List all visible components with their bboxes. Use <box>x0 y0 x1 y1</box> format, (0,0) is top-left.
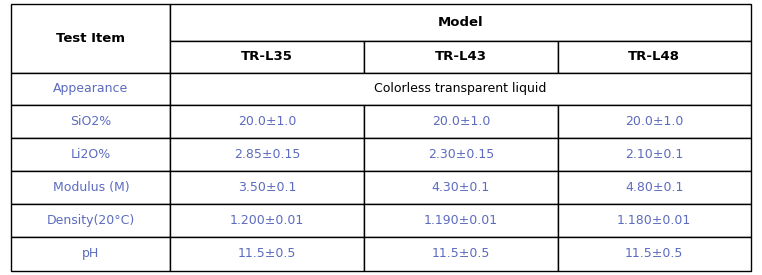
Text: SiO2%: SiO2% <box>70 115 111 128</box>
Bar <box>558 41 751 73</box>
Text: 11.5±0.5: 11.5±0.5 <box>625 247 684 260</box>
Text: pH: pH <box>82 247 100 260</box>
Text: Colorless transparent liquid: Colorless transparent liquid <box>374 82 546 95</box>
Bar <box>11 171 171 204</box>
Bar <box>11 73 171 105</box>
Bar <box>171 237 364 271</box>
Bar <box>558 105 751 138</box>
Text: TR-L48: TR-L48 <box>628 50 680 63</box>
Text: 2.10±0.1: 2.10±0.1 <box>625 148 684 161</box>
Bar <box>171 73 751 105</box>
Text: 2.30±0.15: 2.30±0.15 <box>427 148 494 161</box>
Text: TR-L43: TR-L43 <box>435 50 487 63</box>
Bar <box>558 204 751 237</box>
Text: Li2O%: Li2O% <box>71 148 111 161</box>
Bar <box>558 171 751 204</box>
Text: 20.0±1.0: 20.0±1.0 <box>625 115 684 128</box>
Bar <box>364 237 558 271</box>
Bar <box>364 41 558 73</box>
Text: 4.80±0.1: 4.80±0.1 <box>625 181 684 194</box>
Text: 20.0±1.0: 20.0±1.0 <box>431 115 490 128</box>
Text: 11.5±0.5: 11.5±0.5 <box>431 247 490 260</box>
Text: 4.30±0.1: 4.30±0.1 <box>432 181 490 194</box>
Bar <box>558 237 751 271</box>
Bar <box>171 204 364 237</box>
Bar <box>171 171 364 204</box>
Text: 1.200±0.01: 1.200±0.01 <box>230 214 304 227</box>
Text: TR-L35: TR-L35 <box>242 50 293 63</box>
Bar <box>364 138 558 171</box>
Text: Modulus (M): Modulus (M) <box>53 181 130 194</box>
Bar <box>364 171 558 204</box>
Bar <box>171 105 364 138</box>
Text: Appearance: Appearance <box>53 82 129 95</box>
Bar <box>364 204 558 237</box>
Bar <box>11 237 171 271</box>
Text: 11.5±0.5: 11.5±0.5 <box>238 247 296 260</box>
Bar <box>11 4 171 73</box>
Bar <box>171 41 364 73</box>
Bar <box>171 138 364 171</box>
Text: Test Item: Test Item <box>56 32 126 45</box>
Bar <box>171 4 751 41</box>
Text: 20.0±1.0: 20.0±1.0 <box>238 115 296 128</box>
Bar <box>11 204 171 237</box>
Text: 1.180±0.01: 1.180±0.01 <box>617 214 691 227</box>
Text: Density(20°C): Density(20°C) <box>46 214 135 227</box>
Bar <box>11 105 171 138</box>
Text: 2.85±0.15: 2.85±0.15 <box>234 148 300 161</box>
Text: 1.190±0.01: 1.190±0.01 <box>424 214 498 227</box>
Bar <box>11 138 171 171</box>
Bar <box>364 105 558 138</box>
Text: 3.50±0.1: 3.50±0.1 <box>238 181 296 194</box>
Bar <box>558 138 751 171</box>
Text: Model: Model <box>437 16 483 29</box>
